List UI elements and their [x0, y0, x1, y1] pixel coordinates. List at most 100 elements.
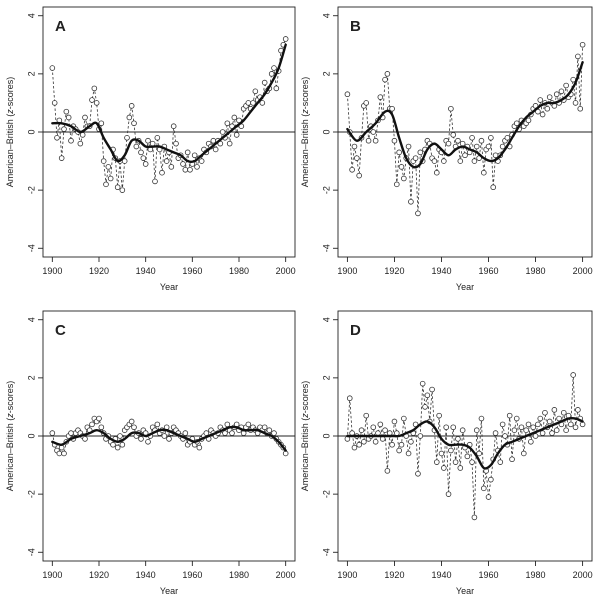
y-axis-title: American–British (z-scores)	[5, 381, 15, 492]
data-point	[282, 36, 289, 42]
data-point	[107, 175, 114, 182]
data-point	[577, 105, 584, 112]
data-point	[154, 421, 161, 428]
data-point	[261, 424, 268, 431]
x-tick-label: 1980	[229, 266, 249, 276]
data-point	[182, 430, 189, 436]
data-point	[131, 424, 137, 431]
data-point	[539, 430, 546, 436]
data-point	[222, 430, 228, 436]
data-point	[58, 155, 65, 161]
data-point	[384, 468, 391, 474]
data-point	[49, 65, 56, 71]
panel-label: D	[350, 322, 361, 339]
data-point	[473, 143, 480, 150]
data-point	[351, 444, 358, 451]
data-point	[166, 436, 172, 442]
data-point	[408, 439, 414, 445]
data-point	[535, 421, 541, 428]
data-point	[346, 395, 353, 402]
data-point	[268, 71, 275, 77]
data-point	[89, 421, 95, 428]
data-point	[96, 415, 102, 422]
data-point	[433, 459, 440, 465]
data-point	[544, 105, 551, 112]
data-point	[462, 152, 468, 159]
y-tick-label: 4	[26, 317, 36, 322]
data-point	[119, 441, 126, 448]
data-point	[469, 459, 475, 465]
data-point	[198, 158, 205, 164]
data-point	[431, 158, 438, 164]
data-point	[363, 412, 370, 419]
data-point	[497, 459, 504, 465]
data-point	[393, 430, 400, 436]
data-point	[553, 91, 560, 98]
data-point	[184, 149, 191, 156]
data-point	[354, 155, 360, 161]
data-point	[161, 433, 168, 439]
data-point	[89, 97, 95, 103]
data-point	[513, 415, 520, 422]
data-point	[563, 82, 569, 89]
x-tick-label: 1960	[182, 570, 202, 580]
data-point	[389, 441, 395, 448]
data-point	[54, 135, 60, 141]
data-point	[140, 155, 147, 161]
data-point	[361, 439, 367, 445]
data-point	[478, 415, 485, 422]
x-tick-label: 1960	[479, 570, 499, 580]
data-point	[273, 85, 280, 92]
data-point	[445, 491, 452, 497]
data-point	[103, 181, 109, 188]
data-point	[537, 97, 544, 103]
y-tick-label: -2	[26, 490, 36, 498]
data-point	[523, 427, 529, 433]
data-point	[499, 143, 506, 150]
data-point	[398, 441, 405, 448]
data-point	[445, 140, 452, 147]
data-point	[478, 137, 485, 144]
data-point	[532, 433, 539, 439]
x-tick-label: 2000	[573, 570, 593, 580]
x-tick-label: 1900	[337, 266, 357, 276]
data-point	[485, 494, 492, 500]
data-point	[408, 198, 414, 205]
data-point	[98, 120, 105, 127]
data-point	[56, 450, 63, 457]
x-tick-label: 1980	[526, 266, 546, 276]
data-point	[525, 117, 532, 124]
y-tick-label: 4	[321, 13, 331, 18]
data-point	[530, 424, 536, 431]
data-point	[154, 135, 161, 141]
data-point	[91, 85, 98, 92]
data-point	[124, 135, 130, 141]
data-point	[82, 436, 88, 442]
data-point	[63, 108, 70, 115]
data-point	[405, 450, 412, 457]
data-point	[455, 436, 461, 442]
data-point	[469, 135, 475, 141]
data-point	[424, 392, 431, 399]
data-point	[236, 117, 242, 124]
data-point	[266, 427, 273, 433]
data-point	[415, 470, 421, 477]
data-point	[379, 436, 386, 442]
data-point	[145, 439, 151, 445]
data-point	[170, 123, 177, 129]
data-point	[93, 100, 100, 106]
data-point	[513, 120, 520, 127]
data-point	[389, 105, 395, 112]
panel-label: A	[55, 18, 66, 35]
x-tick-label: 1960	[182, 266, 202, 276]
data-point	[393, 181, 400, 188]
data-point	[401, 175, 407, 182]
data-point	[452, 459, 459, 465]
data-point	[396, 447, 402, 454]
data-point	[405, 143, 412, 150]
panel-a: 1900 1920 1940 1960 1980 2000 -4 -2 0 2 4 Year Ameri…	[5, 6, 296, 292]
data-point	[579, 41, 586, 48]
data-point	[68, 137, 74, 144]
data-point	[488, 476, 494, 483]
data-point	[226, 140, 233, 147]
